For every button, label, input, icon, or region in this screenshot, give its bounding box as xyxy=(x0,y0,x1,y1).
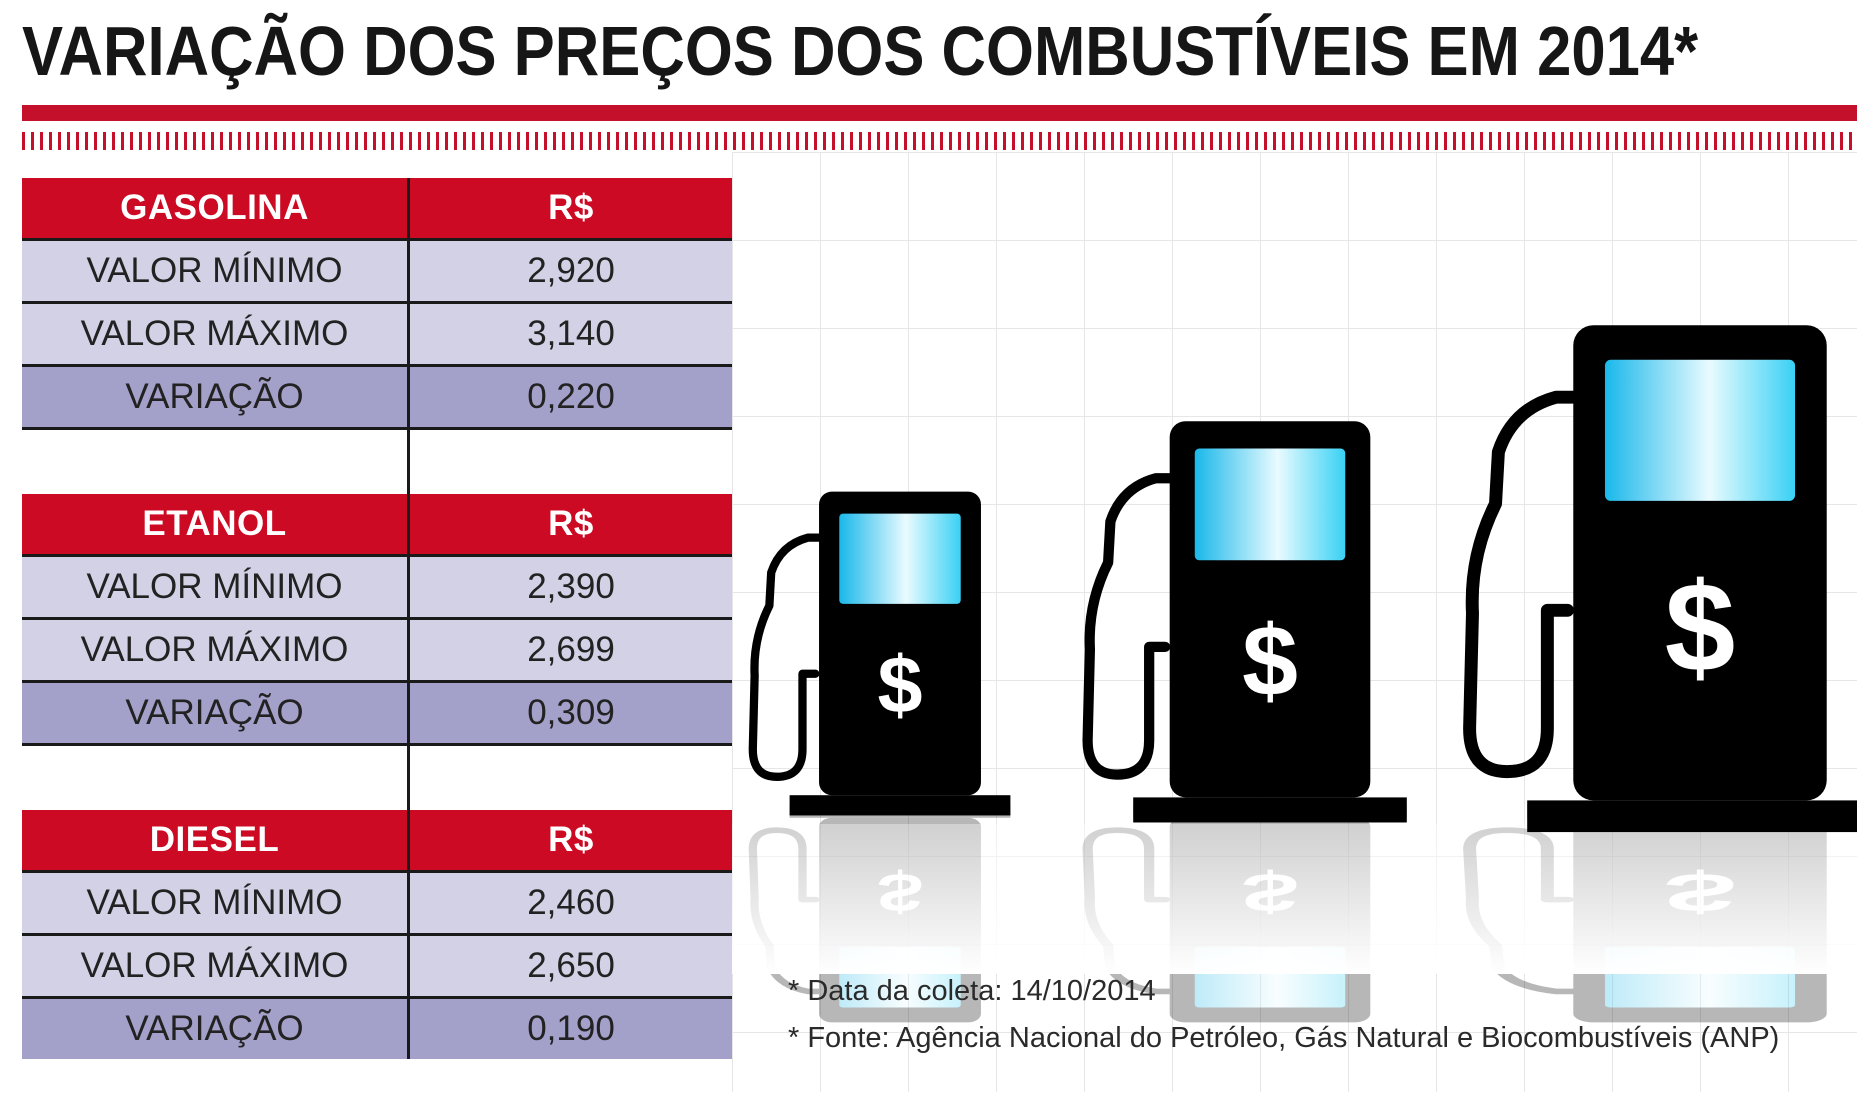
row-label: VALOR MÁXIMO xyxy=(22,304,410,364)
table-row: VARIAÇÃO 0,309 xyxy=(22,683,732,746)
table-diesel: DIESEL R$ VALOR MÍNIMO 2,460 VALOR MÁXIM… xyxy=(22,810,732,1059)
row-label: VALOR MÁXIMO xyxy=(22,936,410,996)
row-label: VALOR MÁXIMO xyxy=(22,620,410,680)
currency-header: R$ xyxy=(548,820,594,859)
currency-header: R$ xyxy=(548,188,594,227)
title-rule xyxy=(22,105,1857,121)
table-row: VALOR MÍNIMO 2,390 xyxy=(22,557,732,620)
row-value: 0,309 xyxy=(527,693,615,732)
table-header: DIESEL R$ xyxy=(22,810,732,873)
row-label: VALOR MÍNIMO xyxy=(22,557,410,617)
page-title: VARIAÇÃO DOS PREÇOS DOS COMBUSTÍVEIS EM … xyxy=(22,12,1699,90)
row-value: 2,390 xyxy=(527,567,615,606)
row-value: 2,699 xyxy=(527,630,615,669)
row-label: VALOR MÍNIMO xyxy=(22,241,410,301)
table-row: VALOR MÍNIMO 2,920 xyxy=(22,241,732,304)
table-row: VARIAÇÃO 0,220 xyxy=(22,367,732,430)
table-row: VALOR MÁXIMO 2,650 xyxy=(22,936,732,999)
row-label: VARIAÇÃO xyxy=(22,683,410,743)
table-row: VALOR MÁXIMO 2,699 xyxy=(22,620,732,683)
row-label: VARIAÇÃO xyxy=(22,367,410,427)
row-value: 2,460 xyxy=(527,883,615,922)
table-row: VARIAÇÃO 0,190 xyxy=(22,999,732,1059)
footnotes: * Data da coleta: 14/10/2014 * Fonte: Ag… xyxy=(788,968,1779,1062)
table-etanol: ETANOL R$ VALOR MÍNIMO 2,390 VALOR MÁXIM… xyxy=(22,494,732,746)
table-row: VALOR MÍNIMO 2,460 xyxy=(22,873,732,936)
table-gasolina: GASOLINA R$ VALOR MÍNIMO 2,920 VALOR MÁX… xyxy=(22,178,732,430)
fuel-name: DIESEL xyxy=(22,810,410,870)
ruler-ticks xyxy=(22,132,1857,150)
fuel-pump-icon xyxy=(1470,325,1857,832)
row-value: 2,650 xyxy=(527,946,615,985)
fuel-pump-icon xyxy=(1088,421,1407,822)
row-label: VARIAÇÃO xyxy=(22,999,410,1059)
fuel-pump-icon xyxy=(753,492,1011,816)
fuel-name: ETANOL xyxy=(22,494,410,554)
table-separator xyxy=(407,430,410,494)
footnote-date: * Data da coleta: 14/10/2014 xyxy=(788,975,1156,1007)
footnote-source: * Fonte: Agência Nacional do Petróleo, G… xyxy=(788,1022,1780,1054)
table-row: VALOR MÁXIMO 3,140 xyxy=(22,304,732,367)
currency-header: R$ xyxy=(548,504,594,543)
row-label: VALOR MÍNIMO xyxy=(22,873,410,933)
fuel-name: GASOLINA xyxy=(22,178,410,238)
table-header: ETANOL R$ xyxy=(22,494,732,557)
table-header: GASOLINA R$ xyxy=(22,178,732,241)
row-value: 3,140 xyxy=(527,314,615,353)
row-value: 0,220 xyxy=(527,377,615,416)
row-value: 0,190 xyxy=(527,1009,615,1048)
row-value: 2,920 xyxy=(527,251,615,290)
table-separator xyxy=(407,746,410,810)
